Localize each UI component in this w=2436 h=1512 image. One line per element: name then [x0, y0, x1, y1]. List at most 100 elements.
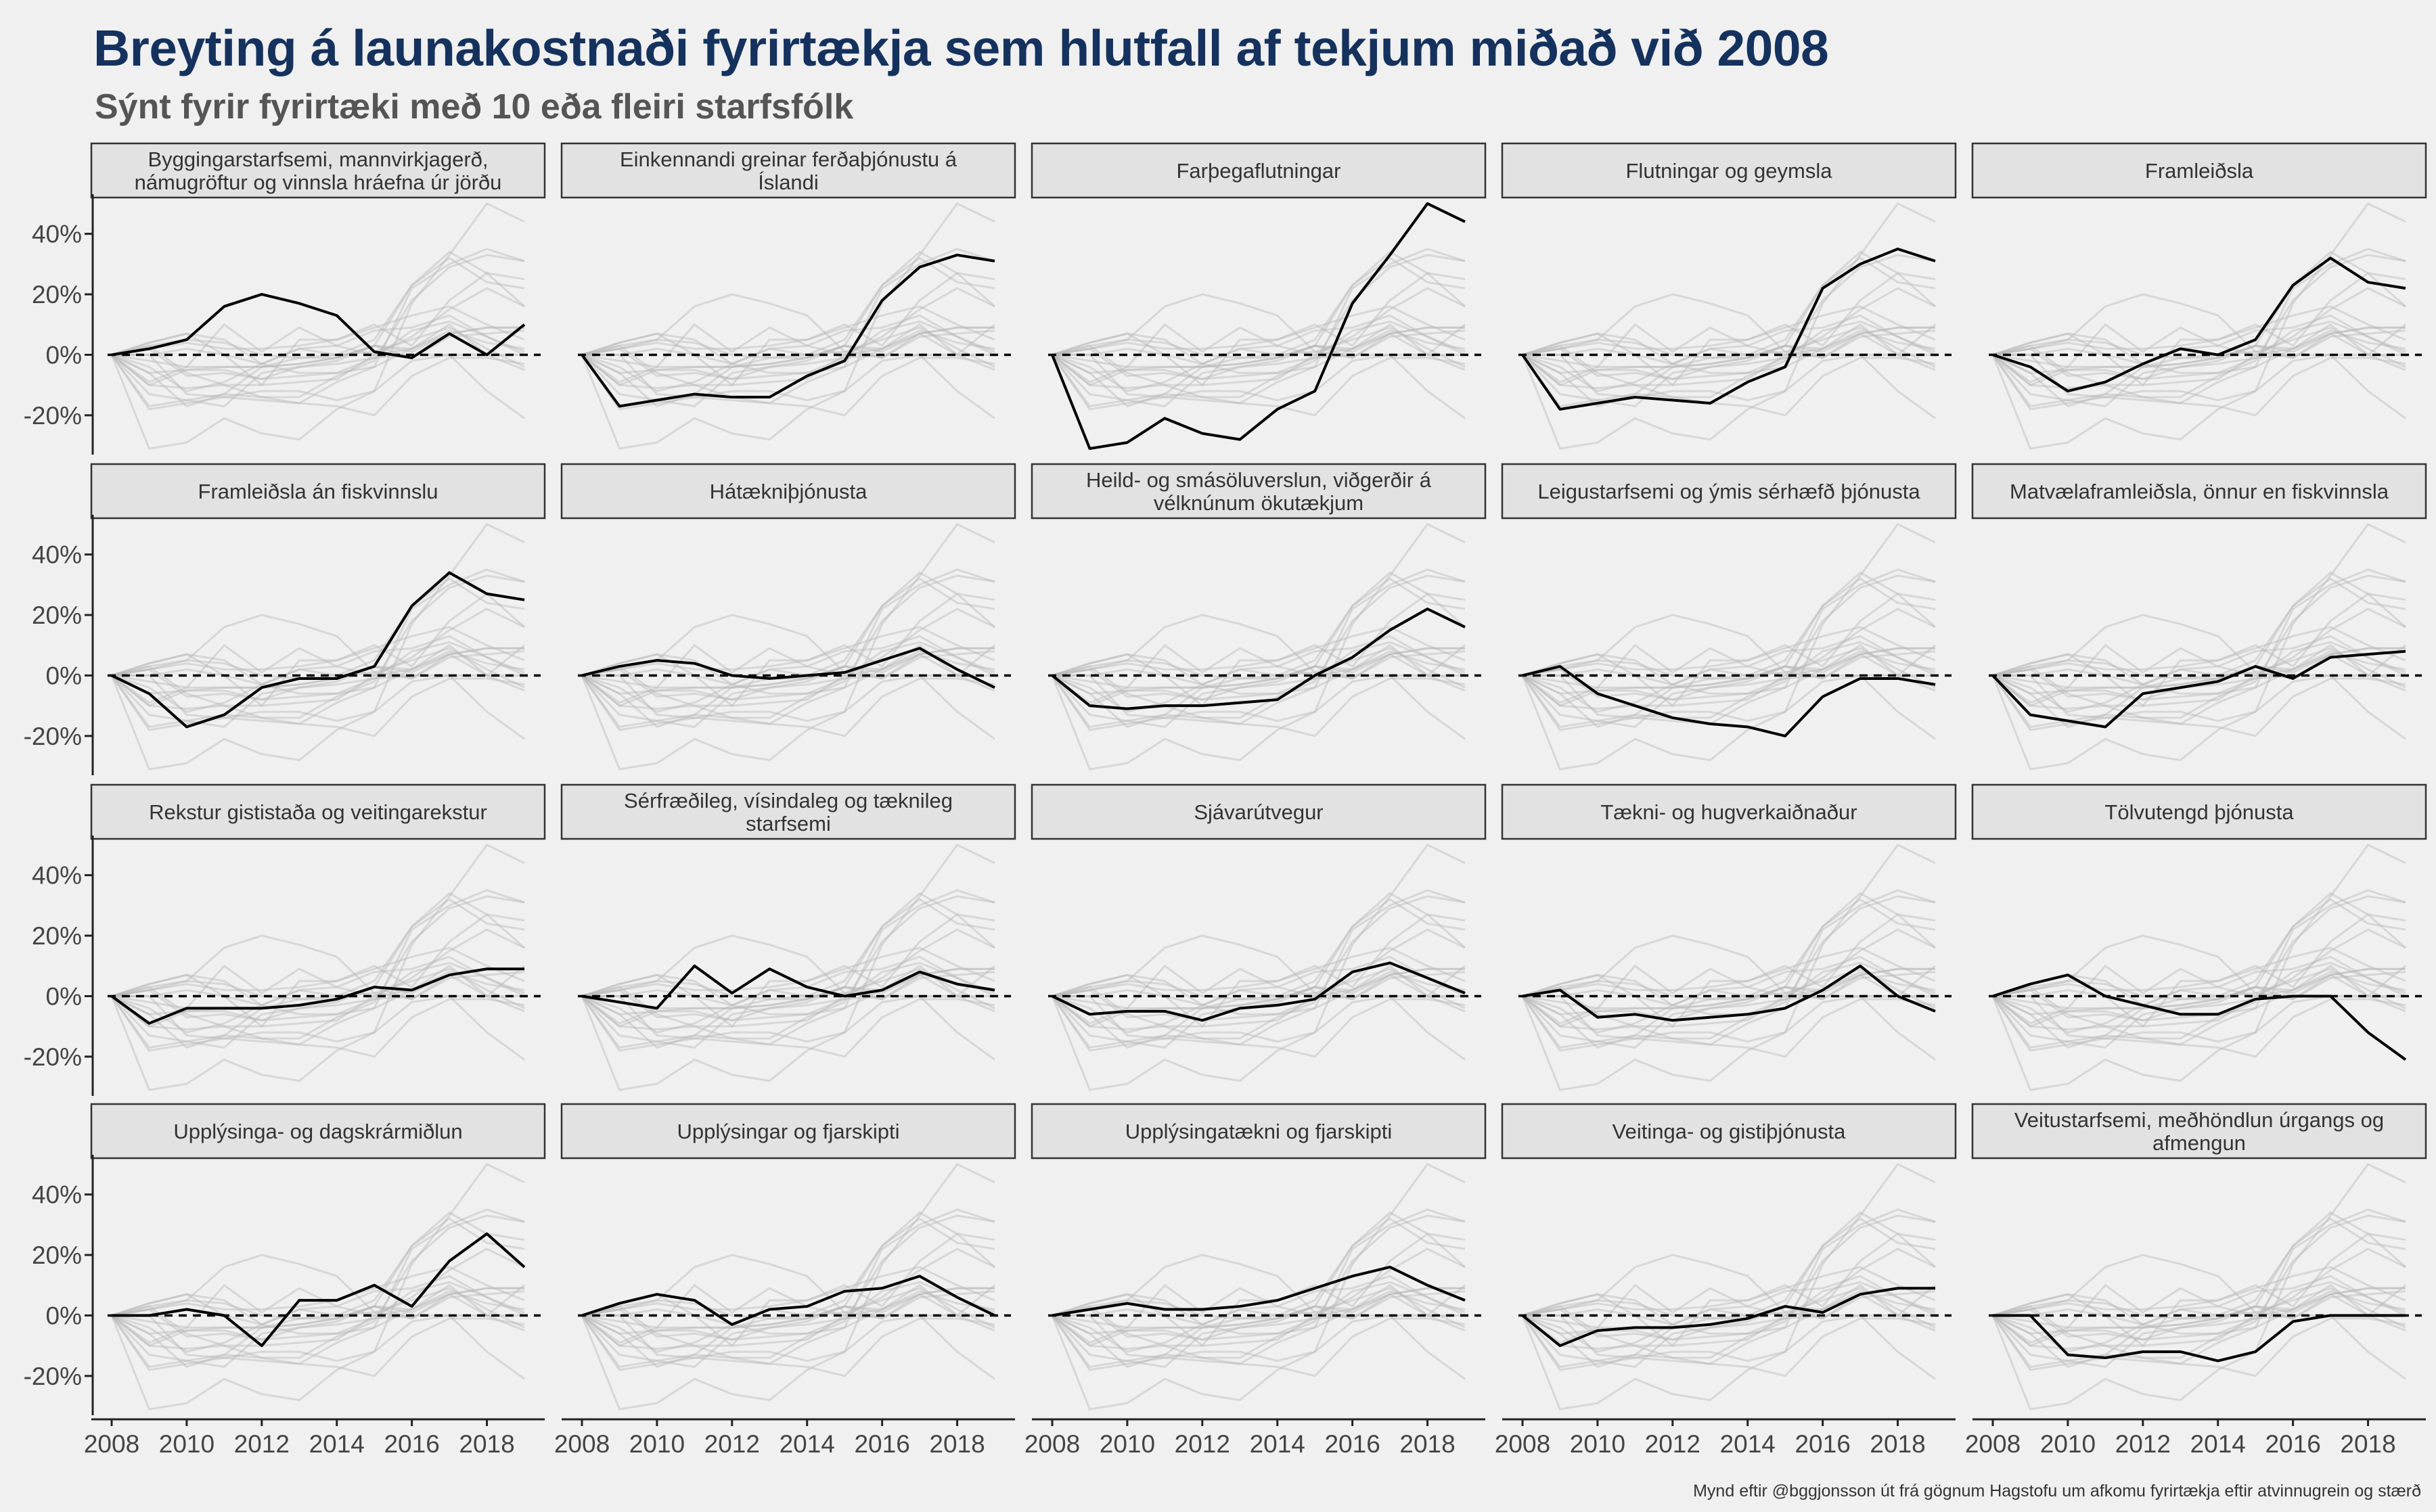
background-series-line	[111, 1247, 525, 1350]
background-series-line	[582, 1232, 995, 1348]
background-series-line	[1992, 305, 2406, 356]
background-series-line	[581, 305, 995, 356]
background-series-line	[581, 961, 995, 1022]
facet-strip	[90, 1103, 546, 1160]
background-series-line	[111, 320, 525, 380]
background-series-line	[1992, 643, 2406, 701]
background-series-line	[1992, 323, 2406, 368]
background-series-line	[1992, 967, 2406, 1009]
background-series-line	[1052, 641, 1466, 701]
background-series-line	[581, 928, 995, 1031]
background-series-line	[1052, 892, 1466, 1049]
facet-strip	[1031, 1103, 1487, 1160]
background-series-line	[1521, 574, 1936, 729]
background-series-line	[1992, 571, 2406, 729]
facet-strip-label: Upplýsinga- og dagskrármiðlun	[173, 1120, 462, 1143]
facet-strip-label: Leigustarfsemi og ýmis sérhæfð þjónusta	[1537, 480, 1920, 503]
background-series-line	[111, 344, 525, 417]
background-series-line	[581, 332, 995, 419]
background-series-line	[1992, 1305, 2406, 1377]
background-series-line	[1052, 1281, 1466, 1341]
background-series-line	[1522, 643, 1936, 701]
background-series-line	[1521, 568, 1936, 731]
background-series-line	[111, 256, 525, 392]
background-series-line	[111, 305, 525, 356]
facet-strip	[560, 783, 1016, 840]
background-series-line	[1052, 913, 1466, 1028]
facet-strip	[1501, 1103, 1957, 1160]
highlight-series-line	[581, 964, 995, 1010]
background-series-line	[1991, 248, 2406, 411]
highlight-series-line	[110, 967, 524, 1025]
highlight-series-line	[1051, 608, 1466, 710]
y-tick-label: -20%	[24, 1362, 82, 1390]
highlight-series-line	[1992, 256, 2406, 393]
background-series-line	[1052, 320, 1466, 380]
background-series-line	[1522, 934, 1936, 1001]
background-series-line	[111, 287, 525, 390]
x-tick-label: 2016	[2265, 1430, 2320, 1458]
y-tick-label: -20%	[24, 402, 82, 430]
background-series-line	[582, 271, 995, 387]
background-series-line	[581, 329, 995, 408]
background-series-line	[111, 1254, 525, 1320]
background-series-line	[1521, 1290, 1936, 1369]
facet-strip	[560, 463, 1016, 520]
background-series-line	[1052, 1283, 1466, 1329]
background-series-line	[112, 592, 525, 708]
background-series-line	[1052, 647, 1465, 707]
x-tick-label: 2018	[459, 1430, 514, 1458]
background-series-line	[1991, 889, 2406, 1052]
chart-subtitle: Sýnt fyrir fyrirtæki með 10 eða fleiri s…	[95, 87, 854, 127]
background-series-line	[1522, 614, 1936, 680]
background-series-line	[1522, 323, 1936, 380]
background-series-line	[1993, 271, 2406, 387]
facet-strip-label: Framleiðsla	[2145, 159, 2254, 183]
background-series-line	[1052, 653, 1466, 740]
background-series-line	[581, 574, 995, 729]
background-series-line	[1992, 1275, 2406, 1326]
background-series-line	[1521, 650, 1936, 729]
background-series-line	[1051, 889, 1466, 1052]
x-tick-label: 2008	[84, 1430, 139, 1458]
facet-strip-label: Hátækniþjónusta	[710, 480, 867, 503]
background-series-line	[1052, 928, 1466, 1031]
background-series-line	[111, 608, 525, 710]
background-series-line	[1991, 895, 2406, 1049]
facet-strip	[90, 463, 546, 520]
background-series-line	[1522, 641, 1936, 701]
background-series-line	[581, 608, 995, 710]
facet-panel: Rekstur gististaða og veitingarekstur -20…	[24, 783, 546, 1096]
background-series-line	[1052, 271, 1466, 387]
background-series-line	[581, 934, 995, 1001]
background-series-line	[1052, 1211, 1466, 1369]
background-series-line	[1522, 1275, 1936, 1326]
background-series-line	[1051, 895, 1466, 1049]
background-series-line	[581, 665, 995, 737]
background-series-line	[1522, 271, 1936, 387]
background-series-line	[111, 614, 525, 680]
background-series-line	[1522, 653, 1936, 740]
background-series-line	[1992, 326, 2406, 368]
background-series-line	[1992, 643, 2406, 689]
background-series-line	[1522, 626, 1936, 677]
background-series-line	[111, 665, 525, 737]
facet-strip	[1501, 463, 1957, 520]
background-series-line	[1052, 326, 1465, 386]
highlight-series-line	[1521, 248, 1936, 411]
background-series-line	[1052, 326, 1466, 368]
background-series-line	[1522, 928, 1936, 1031]
background-series-line	[1051, 254, 1466, 408]
highlight-series-line	[581, 253, 995, 408]
facet-strip	[1971, 783, 2427, 840]
background-series-line	[581, 1283, 995, 1329]
background-series-line	[1992, 641, 2406, 701]
y-tick-label: 20%	[32, 601, 82, 629]
background-series-line	[1992, 1293, 2406, 1380]
background-series-line	[581, 967, 995, 1009]
background-series-line	[111, 314, 525, 365]
highlight-series-line	[581, 647, 995, 689]
background-series-line	[1051, 574, 1466, 729]
background-series-line	[1052, 946, 1466, 997]
background-series-line	[1052, 647, 1466, 689]
